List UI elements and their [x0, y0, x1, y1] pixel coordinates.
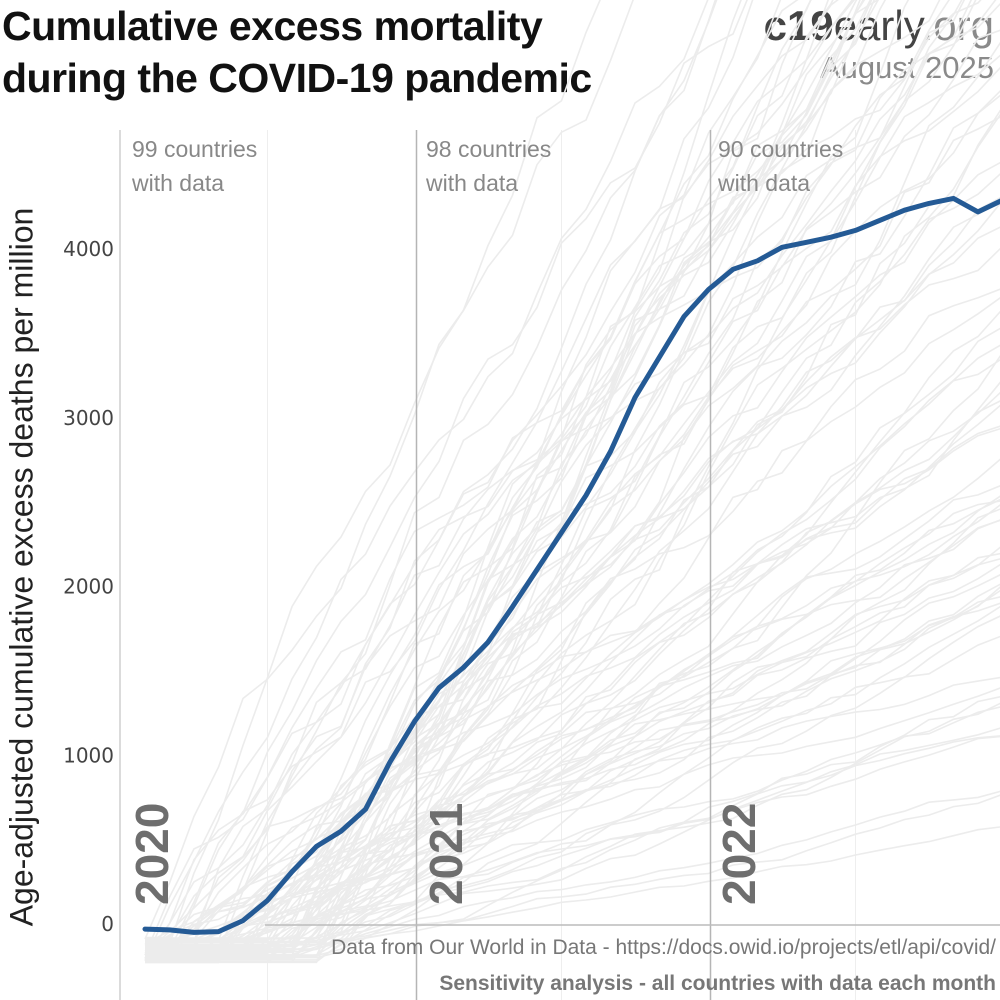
background-series-line: [145, 735, 1000, 941]
background-series-line: [144, 358, 1000, 959]
background-series-line: [145, 605, 1000, 956]
background-series-line: [145, 202, 1000, 957]
background-series-line: [144, 687, 1000, 947]
period-2020-count: 99 countries: [132, 136, 257, 162]
title-line-2: during the COVID-19 pandemic: [2, 55, 592, 101]
background-series-line: [145, 484, 1000, 955]
background-series-line: [145, 226, 1000, 941]
background-series-line: [145, 116, 1000, 960]
background-series-line: [145, 794, 1000, 953]
background-series-line: [144, 425, 1000, 946]
background-series-line: [145, 0, 872, 952]
y-tick-label: 0: [101, 912, 114, 936]
year-label-2022: 2022: [713, 803, 765, 905]
background-series-line: [145, 344, 1000, 951]
main-series-line[interactable]: [142, 195, 1000, 935]
background-series-line: [145, 0, 812, 958]
background-series-line: [145, 498, 1000, 948]
background-series-line: [145, 0, 982, 939]
background-series-line: [144, 391, 1000, 952]
background-series-line: [145, 0, 973, 964]
period-2020-with-data: with data: [131, 170, 224, 196]
background-country-series: [144, 0, 1000, 964]
data-source[interactable]: Data from Our World in Data - https://do…: [331, 936, 996, 959]
background-series-line: [145, 546, 1000, 956]
background-series-line: [145, 0, 834, 940]
year-label-2021: 2021: [420, 803, 472, 905]
background-series-line: [145, 0, 601, 945]
background-series-line: [145, 504, 1000, 940]
y-tick-label: 2000: [63, 575, 114, 599]
background-series-line: [144, 0, 709, 962]
chart-title: Cumulative excess mortality during the C…: [2, 0, 592, 104]
background-series-line: [145, 427, 1000, 949]
background-series-line: [145, 0, 880, 950]
background-series-line: [145, 404, 1000, 949]
background-series-line: [144, 0, 782, 956]
year-label-2020: 2020: [126, 803, 178, 905]
period-labels: 99 countries with data 98 countries with…: [131, 136, 843, 196]
y-tick-label: 3000: [63, 406, 114, 430]
background-series-line: [145, 0, 748, 951]
background-series-line: [145, 0, 718, 942]
background-series-line: [145, 0, 997, 947]
period-2022-count: 90 countries: [718, 136, 843, 162]
background-series-line: [145, 0, 876, 948]
background-series-line: [144, 0, 634, 940]
brand-mid: early: [833, 2, 922, 49]
background-series-line: [145, 0, 873, 954]
background-series-line: [145, 696, 1000, 961]
background-series-line: [145, 702, 1000, 958]
background-series-line: [145, 583, 1000, 941]
background-series-line: [145, 2, 1000, 946]
background-series-line: [145, 0, 963, 954]
background-series-line: [145, 495, 1000, 954]
background-series-line: [145, 173, 1000, 946]
background-series-line: [144, 0, 799, 960]
y-tick-label: 1000: [63, 743, 114, 767]
sensitivity-note: Sensitivity analysis - all countries wit…: [439, 972, 996, 995]
year-labels: 2020 2021 2022: [126, 803, 765, 905]
background-series-line: [145, 196, 1000, 954]
year-dividers: [119, 130, 712, 1000]
background-series-line: [145, 0, 977, 950]
period-2021-with-data: with data: [425, 170, 518, 196]
background-series-line: [145, 735, 1000, 956]
title-line-1: Cumulative excess mortality: [2, 3, 543, 49]
period-2022-with-data: with data: [717, 170, 810, 196]
period-2021-count: 98 countries: [426, 136, 551, 162]
background-series-line: [145, 113, 1000, 955]
y-tick-labels: 0 1000 2000 3000 4000: [63, 237, 114, 936]
background-series-line: [145, 90, 1000, 959]
background-series-line: [145, 0, 717, 943]
y-tick-label: 4000: [63, 237, 114, 261]
